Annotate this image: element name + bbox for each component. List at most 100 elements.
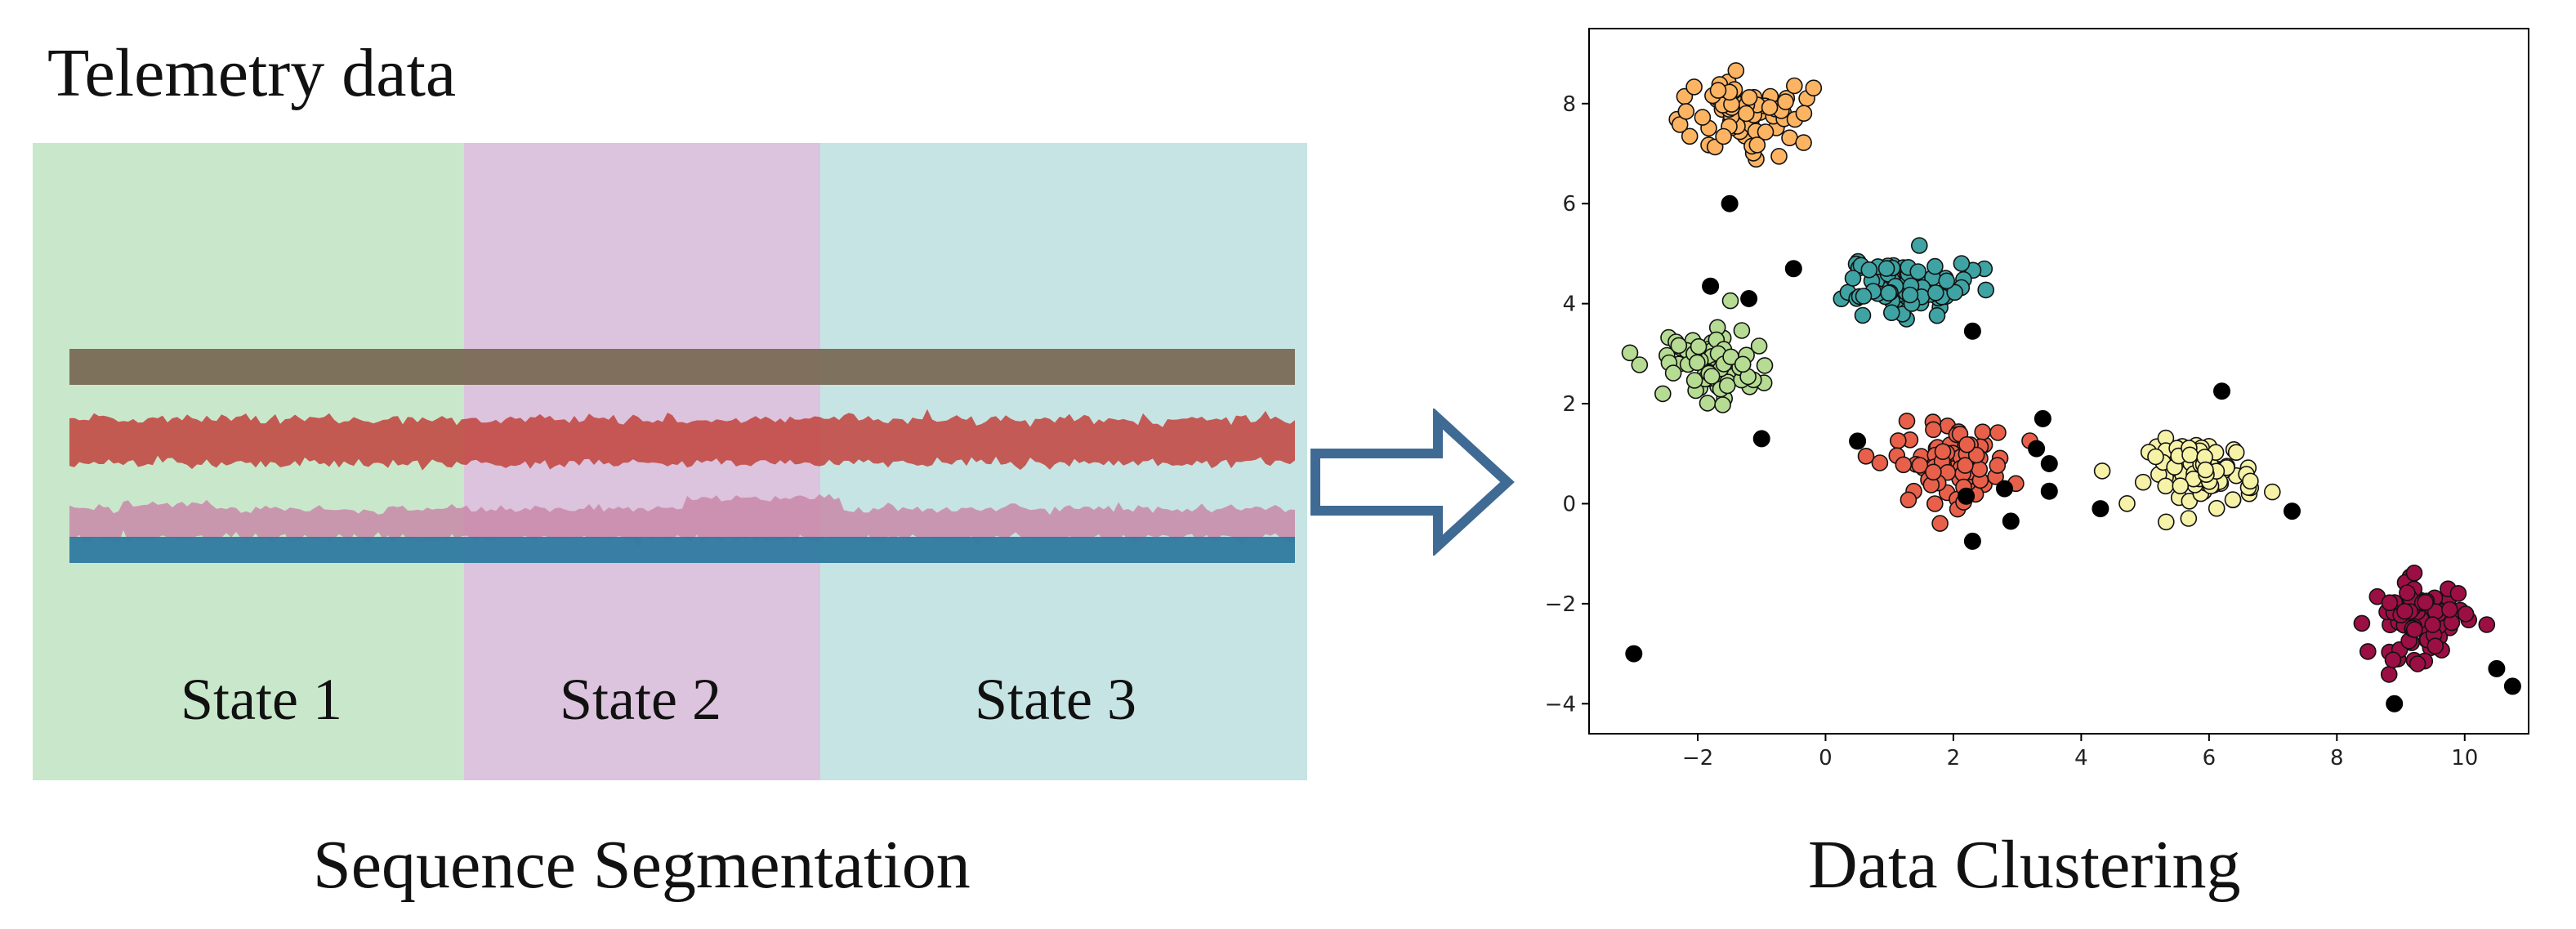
cluster-1-point	[1748, 136, 1766, 154]
cluster-2-point	[1860, 261, 1878, 279]
noise-point	[2040, 455, 2058, 472]
cluster-4-point	[1989, 457, 2007, 474]
noise-point	[1996, 480, 2013, 498]
cluster-3-point	[1621, 344, 1639, 362]
cluster-4-point	[1898, 412, 1916, 430]
signal-3	[69, 494, 1295, 547]
y-tick-label: 8	[1562, 92, 1576, 117]
noise-point	[2034, 409, 2051, 427]
cluster-5-point	[2147, 448, 2164, 466]
cluster-3-point	[1721, 292, 1739, 310]
cluster-2-point	[1854, 306, 1872, 324]
cluster-1-point	[1805, 79, 1823, 96]
cluster-1-point	[1795, 134, 1812, 151]
noise-point	[1849, 432, 1867, 450]
y-tick-label: −2	[1545, 592, 1576, 617]
sequence-segmentation-caption: Sequence Segmentation	[313, 827, 971, 903]
cluster-1-point	[1709, 82, 1727, 99]
cluster-5-point	[2134, 473, 2152, 491]
x-tick-label: 4	[2074, 746, 2088, 768]
cluster-1-point	[1715, 127, 1732, 145]
cluster-6-point	[2406, 621, 2423, 638]
cluster-6-point	[2380, 666, 2398, 683]
cluster-2-point	[1953, 255, 1971, 272]
cluster-4-point	[1958, 435, 1976, 453]
cluster-6-point	[2384, 651, 2402, 669]
cluster-3-point	[1670, 337, 1688, 355]
cluster-5-point	[2197, 461, 2214, 479]
cluster-2-point	[1946, 284, 1964, 301]
cluster-5-point	[2181, 446, 2199, 464]
cluster-2-point	[1880, 284, 1898, 302]
x-tick-label: 6	[2203, 746, 2217, 768]
y-tick-label: 4	[1562, 293, 1576, 317]
cluster-5-point	[2180, 510, 2198, 527]
noise-point	[2092, 500, 2109, 518]
cluster-1-point	[1694, 109, 1712, 126]
y-tick-label: 2	[1562, 392, 1576, 417]
cluster-5-point	[2157, 513, 2175, 531]
cluster-6-point	[2381, 594, 2399, 612]
cluster-4-point	[1989, 424, 2007, 441]
cluster-5-point	[2208, 499, 2226, 517]
cluster-5-point	[2172, 477, 2190, 495]
noise-point	[1958, 487, 1976, 505]
cluster-3-point	[1733, 322, 1751, 339]
noise-point	[2002, 512, 2020, 530]
cluster-3-point	[1690, 337, 1708, 355]
cluster-4-point	[1857, 447, 1875, 465]
y-tick-label: −4	[1545, 692, 1576, 717]
cluster-1-point	[1770, 148, 1788, 165]
cluster-5-point	[2242, 472, 2259, 490]
cluster-6-point	[2396, 602, 2413, 620]
y-tick-label: 0	[1562, 492, 1576, 516]
cluster-4-point	[1926, 495, 1944, 512]
cluster-2-point	[1938, 272, 1956, 290]
cluster-5-point	[2157, 477, 2175, 495]
cluster-3-point	[1699, 395, 1717, 412]
cluster-4-point	[1900, 491, 1917, 509]
cluster-3-point	[1734, 355, 1752, 373]
cluster-4-point	[1871, 454, 1889, 471]
cluster-5-point	[2224, 491, 2242, 508]
cluster-1-point	[1681, 127, 1699, 145]
cluster-1-point	[1737, 105, 1755, 123]
noise-point	[2488, 659, 2506, 677]
cluster-3-point	[1664, 364, 1682, 382]
x-tick-label: 2	[1947, 746, 1961, 768]
cluster-1-point	[1727, 62, 1745, 79]
cluster-3-point	[1756, 357, 1774, 374]
noise-point	[2284, 502, 2301, 520]
cluster-6-point	[2426, 637, 2444, 655]
cluster-2-point	[1909, 263, 1927, 280]
cluster-3-point	[1718, 377, 1736, 395]
x-tick-label: 10	[2451, 746, 2478, 768]
cluster-6-point	[2399, 584, 2416, 601]
cluster-5-point	[2093, 462, 2111, 480]
cluster-3-point	[1685, 372, 1703, 389]
cluster-6-point	[2409, 655, 2426, 672]
cluster-2-point	[1882, 304, 1900, 322]
cluster-6-point	[2424, 616, 2441, 633]
cluster-4-point	[1971, 461, 1989, 478]
cluster-1-point	[1761, 99, 1779, 116]
noise-point	[1740, 290, 1758, 307]
x-tick-label: 0	[1819, 746, 1833, 768]
right-arrow-icon	[1310, 409, 1515, 556]
noise-point	[2213, 382, 2230, 400]
noise-point	[2028, 440, 2046, 458]
cluster-6-point	[2457, 605, 2475, 623]
noise-point	[1721, 194, 1739, 212]
signal-4	[69, 537, 1295, 563]
telemetry-data-title: Telemetry data	[47, 35, 457, 111]
noise-point	[2503, 677, 2521, 695]
cluster-4-point	[1889, 432, 1907, 449]
clustering-scatter-plot: −2 0 2 4 6 8 10 −4 −2 0 2 4 6 8	[1545, 28, 2529, 768]
data-clustering-caption: Data Clustering	[1808, 827, 2241, 903]
cluster-4-point	[1967, 446, 1985, 464]
cluster-2-point	[1926, 284, 1944, 301]
cluster-2-point	[1901, 286, 1919, 304]
cluster-4-point	[1974, 423, 1992, 441]
cluster-4-point	[1925, 463, 1942, 481]
noise-point	[2386, 695, 2404, 712]
